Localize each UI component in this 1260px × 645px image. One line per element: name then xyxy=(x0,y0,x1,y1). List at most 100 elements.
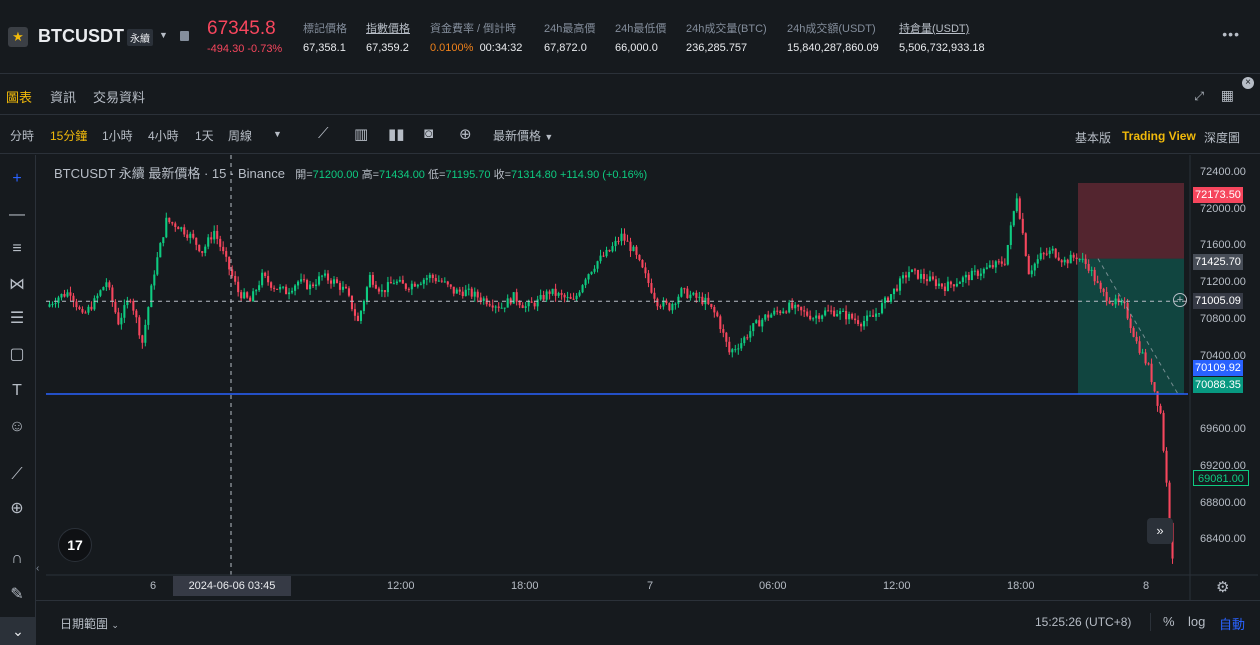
symbol-name[interactable]: BTCUSDT xyxy=(38,26,124,46)
position-tool-drawings[interactable] xyxy=(1078,182,1184,395)
book-icon[interactable] xyxy=(180,31,189,41)
low-24h-stat: 24h最低價 66,000.0 xyxy=(615,20,666,54)
hide-toolbar-arrow-icon[interactable]: ‹ xyxy=(36,563,40,574)
price-type-select[interactable]: 最新價格 ▼ xyxy=(493,127,553,144)
timeframe-time[interactable]: 分時 xyxy=(10,129,35,143)
log-scale-button[interactable]: log xyxy=(1188,614,1206,629)
view-tradingview[interactable]: Trading View xyxy=(1122,129,1196,143)
ruler-lines-icon[interactable]: ☰ xyxy=(9,310,25,327)
candle-body xyxy=(120,317,123,325)
candle-body xyxy=(138,317,141,336)
fib-icon[interactable]: ≡ xyxy=(12,240,22,257)
stop-price-tag: 72173.50 xyxy=(1193,187,1243,203)
chevron-down-icon: ⌄ xyxy=(111,620,119,630)
candle-body xyxy=(916,269,920,279)
measure-icon[interactable]: ⟋ xyxy=(11,466,23,483)
candle-body xyxy=(677,296,680,304)
timeframe-dropdown-chevron-icon[interactable]: ▼ xyxy=(273,129,282,139)
candle-body xyxy=(1168,482,1171,523)
timeframe-weekly[interactable]: 周線 xyxy=(228,129,253,143)
candle-body xyxy=(1153,382,1156,392)
candle-body xyxy=(976,270,979,276)
candle-body xyxy=(1147,363,1150,365)
add-alert-plus-icon[interactable]: + xyxy=(1173,293,1187,307)
symbol-dropdown-chevron-icon[interactable]: ▼ xyxy=(159,30,168,40)
stat-label[interactable]: 指數價格 xyxy=(366,23,410,35)
clock-display[interactable]: 15:25:26 (UTC+8) xyxy=(1035,615,1132,629)
candle-body xyxy=(177,227,180,230)
candle-body xyxy=(991,265,994,268)
magnet-icon[interactable]: ∩ xyxy=(11,550,23,567)
candle-body xyxy=(892,288,896,295)
date-range-select[interactable]: 日期範圍 ⌄ xyxy=(60,615,119,632)
candle-body xyxy=(189,233,192,238)
candle-body xyxy=(955,283,958,287)
candle-body xyxy=(195,237,198,245)
candle-body xyxy=(264,272,267,276)
add-icon[interactable]: ⊕ xyxy=(459,126,472,143)
candle-body xyxy=(830,310,833,312)
layout-grid-icon[interactable]: ▦ xyxy=(1220,87,1234,103)
funding-rate-stat: 資金費率 / 倒計時 0.0100% 00:34:32 xyxy=(430,20,522,54)
stat-value: 67,359.2 xyxy=(366,42,409,54)
crosshair-icon[interactable]: + xyxy=(12,170,22,187)
tradingview-logo[interactable]: 17 xyxy=(58,528,92,562)
candle-body xyxy=(1084,258,1087,264)
close-icon[interactable]: × xyxy=(1242,77,1254,89)
trendline-icon[interactable]: — xyxy=(9,206,25,223)
line-price-tag: 70109.92 xyxy=(1193,360,1243,376)
timeframe-1h[interactable]: 1小時 xyxy=(102,129,133,143)
camera-icon[interactable]: ◙ xyxy=(424,125,434,142)
favorite-star-icon[interactable]: ★ xyxy=(8,27,28,47)
candle-body xyxy=(1162,412,1165,451)
tab-chart[interactable]: 圖表 xyxy=(6,90,33,105)
indicator-icon[interactable]: ⟋ xyxy=(318,125,329,142)
view-basic[interactable]: 基本版 xyxy=(1075,131,1112,145)
candle-body xyxy=(560,293,563,295)
divider xyxy=(1150,613,1151,631)
settings-gear-icon[interactable]: ⚙ xyxy=(1216,579,1230,596)
zoom-icon[interactable]: ⊕ xyxy=(10,500,24,517)
price-tick: 68400.00 xyxy=(1200,533,1246,545)
candle-body xyxy=(255,290,258,292)
open-interest-stat[interactable]: 持倉量(USDT) 5,506,732,933.18 xyxy=(899,20,985,54)
candle-body xyxy=(506,298,509,308)
price-axis[interactable]: 72400.00 72000.00 71600.00 71200.00 7080… xyxy=(1190,155,1260,575)
candle-body xyxy=(806,311,809,316)
candle-body xyxy=(901,275,905,279)
bar-chart-icon[interactable]: ▥ xyxy=(354,126,369,143)
candle-body xyxy=(788,302,791,313)
candle-body xyxy=(392,283,395,285)
rectangle-icon[interactable]: ▢ xyxy=(9,346,25,363)
collapse-tools-chevron-icon[interactable]: ⌄ xyxy=(0,617,36,645)
timeframe-1d[interactable]: 1天 xyxy=(195,129,214,143)
pattern-icon[interactable]: ⋈ xyxy=(9,276,25,293)
candle-body xyxy=(578,292,581,296)
text-icon[interactable]: T xyxy=(12,382,22,399)
index-price-stat[interactable]: 指數價格 67,359.2 xyxy=(366,20,410,54)
candle-body xyxy=(919,273,923,279)
candle-body xyxy=(1105,291,1108,302)
candle-body xyxy=(1000,261,1003,264)
funding-countdown: 00:34:32 xyxy=(479,42,523,54)
emoji-icon[interactable]: ☺ xyxy=(8,418,26,435)
timeframe-4h[interactable]: 4小時 xyxy=(148,129,179,143)
tab-trading-data[interactable]: 交易資料 xyxy=(93,90,146,105)
tab-info[interactable]: 資訊 xyxy=(50,90,77,105)
auto-scale-button[interactable]: 自動 xyxy=(1219,617,1246,632)
view-depth[interactable]: 深度圖 xyxy=(1204,131,1241,145)
more-options-icon[interactable]: ••• xyxy=(1222,26,1240,42)
candle-body xyxy=(69,292,72,296)
scroll-to-realtime-icon[interactable]: » xyxy=(1147,518,1173,544)
candle-body xyxy=(686,288,689,299)
fullscreen-icon[interactable]: ⤢ xyxy=(1194,89,1204,103)
timeframe-15m[interactable]: 15分鐘 xyxy=(50,129,88,143)
pencil-lock-icon[interactable]: ✎ xyxy=(10,586,24,603)
stat-label[interactable]: 持倉量(USDT) xyxy=(899,23,970,35)
percent-scale-button[interactable]: % xyxy=(1163,614,1175,629)
candle-style-icon[interactable]: ▮▮ xyxy=(388,126,405,143)
candle-body xyxy=(719,316,722,330)
candle-body xyxy=(668,303,671,311)
candle-body xyxy=(779,311,782,314)
